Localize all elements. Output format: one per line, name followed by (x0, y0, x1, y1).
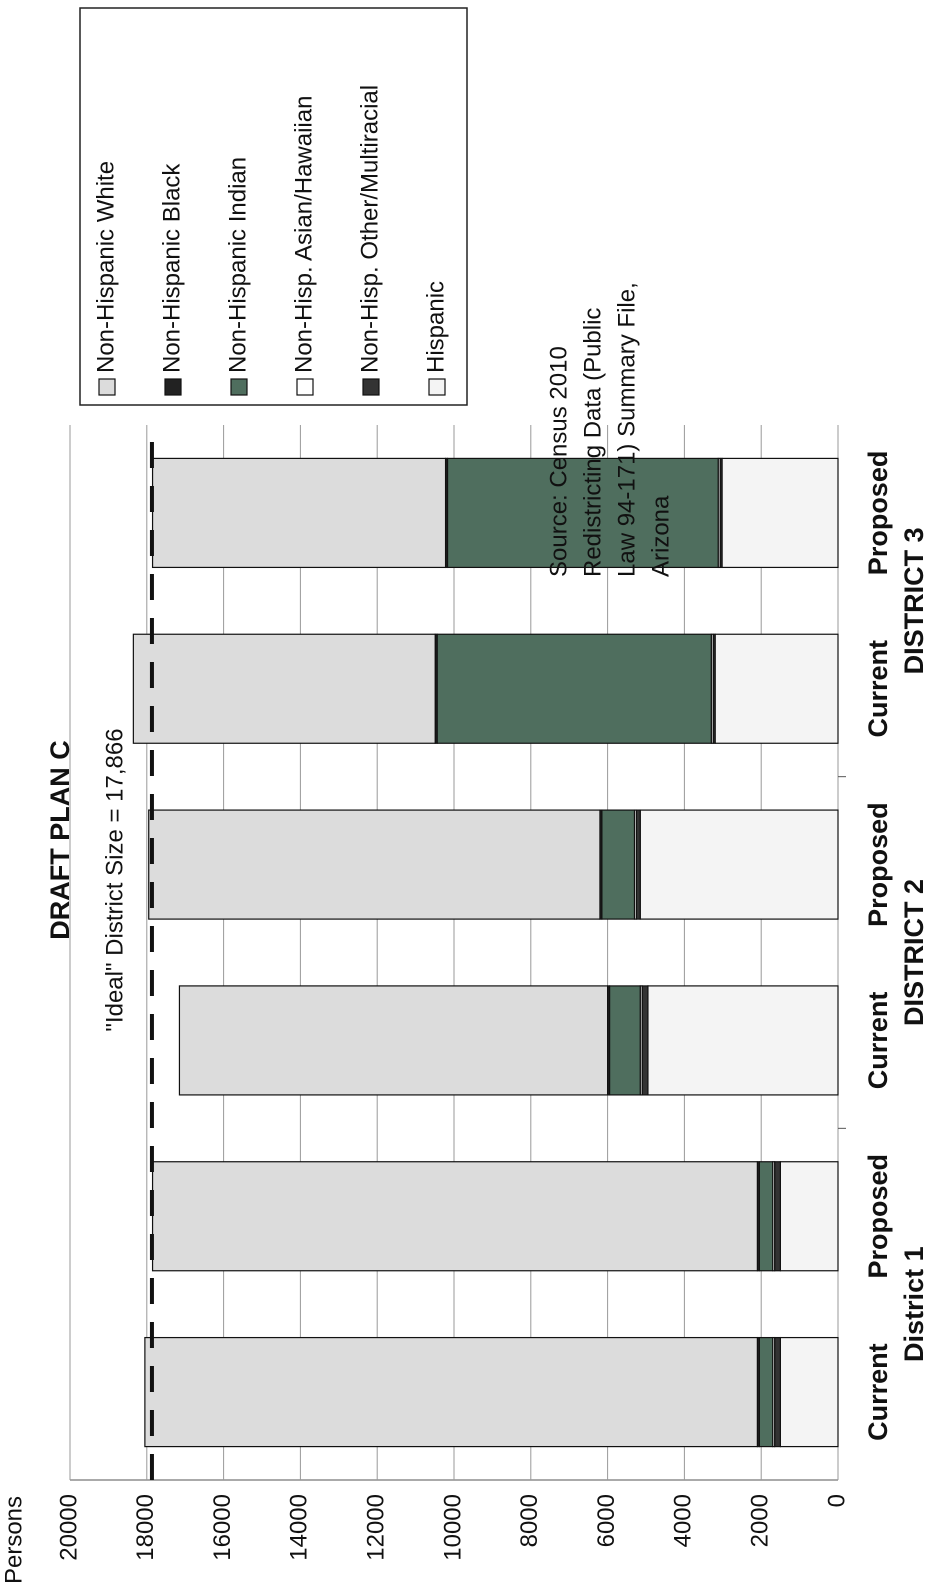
group-label: DISTRICT 3 (899, 527, 929, 674)
source-text: Law 94-171) Summary File, (613, 282, 640, 577)
bar-segment (774, 1336, 782, 1448)
y-axis-label: Persons (0, 1496, 27, 1584)
bar-segment (647, 985, 839, 1096)
x-tick-label: Proposed (863, 1154, 893, 1279)
source-text: Source: Census 2010 (545, 346, 572, 577)
bar-segment (436, 633, 712, 744)
bar-segment (178, 985, 609, 1096)
legend-swatch (164, 378, 182, 396)
legend-label: Non-Hispanic Black (158, 163, 185, 373)
bar-segment (148, 809, 601, 920)
bar-segment (132, 633, 436, 744)
y-tick-label: 12000 (363, 1494, 390, 1561)
y-tick-label: 18000 (132, 1494, 159, 1561)
bar-segment (601, 809, 636, 920)
bar-segment (151, 1161, 758, 1272)
x-tick-label: Proposed (863, 802, 893, 927)
legend-label: Hispanic (422, 281, 449, 373)
y-tick-label: 14000 (286, 1494, 313, 1561)
legend-swatch (230, 378, 248, 396)
legend-label: Non-Hisp. Other/Multiracial (356, 85, 383, 373)
bar-segment (641, 985, 649, 1096)
legend-label: Non-Hisp. Asian/Hawaiian (290, 96, 317, 373)
bar-segment (608, 985, 641, 1096)
bar-segment (151, 457, 447, 569)
y-tick-label: 16000 (209, 1494, 236, 1561)
x-tick-label: Current (863, 1343, 893, 1441)
y-tick-label: 0 (823, 1494, 850, 1507)
legend-box (79, 7, 468, 406)
legend-swatch (296, 378, 314, 396)
legend-swatch (362, 378, 380, 396)
legend-swatch (98, 378, 116, 396)
y-tick-label: 6000 (593, 1494, 620, 1547)
y-tick-label: 8000 (516, 1494, 543, 1547)
x-tick-label: Current (863, 992, 893, 1090)
source-text: Arizona (647, 495, 674, 577)
source-text: Redistricting Data (Public (579, 308, 606, 577)
bar-segment (779, 1336, 839, 1448)
bar-segment (758, 1336, 774, 1448)
bar-segment (779, 1161, 839, 1272)
legend-label: Non-Hispanic Indian (224, 157, 251, 373)
bar-segment (774, 1161, 782, 1272)
y-tick-label: 2000 (747, 1494, 774, 1547)
bar-segment (714, 633, 839, 744)
y-tick-label: 4000 (670, 1494, 697, 1547)
x-tick-label: Proposed (863, 451, 893, 576)
chart-title: DRAFT PLAN C (45, 740, 75, 939)
group-label: District 1 (899, 1246, 929, 1362)
legend-label: Non-Hispanic White (92, 161, 119, 373)
bar-segment (639, 809, 839, 920)
y-tick-label: 20000 (55, 1494, 82, 1561)
y-tick-label: 10000 (439, 1494, 466, 1561)
x-tick-label: Current (863, 640, 893, 738)
annotation: "Ideal" District Size = 17,866 (101, 728, 128, 1031)
bar-segment (721, 457, 839, 569)
group-label: DISTRICT 2 (899, 879, 929, 1026)
bar-segment (758, 1161, 774, 1272)
bar-segment (144, 1336, 758, 1448)
legend-swatch (428, 378, 446, 396)
rotated-chart: Persons DRAFT PLAN C "Ideal" District Si… (0, 7, 929, 1584)
